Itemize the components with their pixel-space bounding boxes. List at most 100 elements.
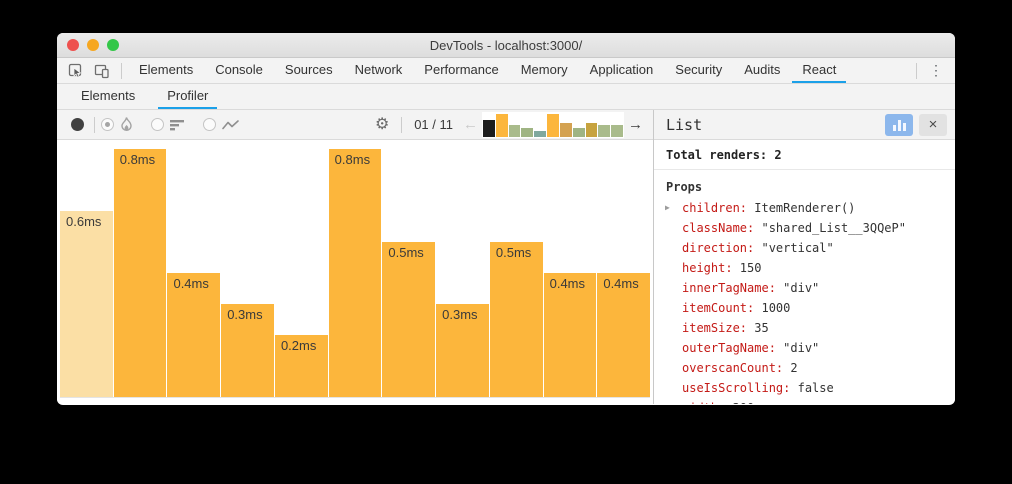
- inspect-element-icon[interactable]: [63, 58, 89, 83]
- prop-key: itemCount:: [682, 301, 755, 315]
- commit-bar-label: 0.3ms: [227, 307, 263, 322]
- mini-snapshot-bar-3[interactable]: [521, 127, 534, 137]
- prop-value: ItemRenderer(): [747, 201, 856, 215]
- tab-audits[interactable]: Audits: [744, 62, 781, 77]
- tab-security[interactable]: Security: [675, 62, 723, 77]
- mode-ranked[interactable]: [151, 118, 185, 131]
- mini-snapshot-bar-6[interactable]: [559, 122, 572, 137]
- commit-bar-7[interactable]: 0.3ms: [436, 304, 489, 397]
- tab-react[interactable]: React: [792, 58, 847, 83]
- prop-key: children:: [682, 201, 748, 215]
- prop-key: direction:: [682, 241, 755, 255]
- commit-bars: 0.6ms 0.8ms 0.4ms 0.3ms 0.2ms 0.8ms 0.5ms 0.3ms…: [60, 149, 651, 398]
- minimize-window-button[interactable]: [87, 39, 99, 51]
- mode-flamegraph[interactable]: [101, 117, 133, 132]
- commit-bar-3[interactable]: 0.3ms: [221, 304, 274, 397]
- tab-memory[interactable]: Memory: [520, 62, 568, 77]
- props-list: ▶ children: ItemRenderer() className: "sha…: [654, 198, 955, 404]
- commit-bar-label: 0.5ms: [388, 245, 424, 260]
- prop-key: overscanCount:: [682, 361, 784, 375]
- prop-key: itemSize:: [682, 321, 748, 335]
- settings-button[interactable]: ⚙: [369, 110, 395, 139]
- subtab-profiler[interactable]: Profiler: [158, 84, 218, 109]
- traffic-lights: [67, 39, 119, 51]
- component-panel-body: Total renders: 2 Props ▶ children: ItemRe…: [654, 140, 955, 404]
- close-window-button[interactable]: [67, 39, 79, 51]
- commit-bar-6[interactable]: 0.5ms: [382, 242, 436, 397]
- previous-snapshot-button[interactable]: ←: [463, 116, 478, 133]
- mini-snapshot-bar-10[interactable]: [611, 124, 623, 137]
- prop-row-children[interactable]: ▶ children: ItemRenderer(): [654, 198, 955, 218]
- commit-bar-4[interactable]: 0.2ms: [274, 335, 328, 397]
- prop-value: "div": [775, 341, 820, 355]
- commit-bar-5[interactable]: 0.8ms: [328, 149, 382, 397]
- mode-interactions[interactable]: [203, 118, 239, 131]
- tab-sources[interactable]: Sources: [284, 62, 333, 77]
- close-icon: ×: [928, 116, 938, 133]
- mini-snapshot-bar-8[interactable]: [585, 122, 598, 137]
- tabbar-divider: [121, 62, 122, 79]
- react-subtabbar: Elements Profiler: [57, 84, 955, 110]
- subtab-elements[interactable]: Elements: [81, 88, 136, 103]
- commit-bar-label: 0.2ms: [280, 338, 317, 353]
- tab-application[interactable]: Application: [589, 62, 654, 77]
- prop-value: false: [790, 381, 834, 395]
- interactions-radio[interactable]: [203, 118, 216, 131]
- mini-snapshot-bar-5[interactable]: [547, 113, 559, 137]
- view-component-chart-button[interactable]: [885, 113, 913, 136]
- commit-bar-label: 0.4ms: [549, 276, 586, 291]
- commit-bar-label: 0.8ms: [119, 152, 156, 167]
- ranked-radio[interactable]: [151, 118, 164, 131]
- mini-snapshot-bar-2[interactable]: [508, 124, 521, 137]
- commit-bar-2[interactable]: 0.4ms: [167, 273, 221, 397]
- commit-bar-9[interactable]: 0.4ms: [543, 273, 597, 397]
- devtools-window: DevTools - localhost:3000/ Elements Conso…: [57, 33, 955, 405]
- devtools-tabbar: Elements Console Sources Network Performance…: [57, 58, 955, 84]
- zoom-window-button[interactable]: [107, 39, 119, 51]
- mini-snapshot-bar-1[interactable]: [495, 113, 508, 137]
- commit-bar-label: 0.4ms: [603, 276, 639, 291]
- commit-bar-label: 0.4ms: [173, 276, 209, 291]
- more-options-button[interactable]: ⋮: [923, 58, 949, 83]
- flamegraph-radio[interactable]: [101, 118, 114, 131]
- commit-bar-10[interactable]: 0.4ms: [597, 273, 651, 397]
- prop-row-height: height: 150: [654, 258, 955, 278]
- gear-icon: ⚙: [375, 115, 390, 133]
- prop-value: 1000: [754, 301, 791, 315]
- prop-row-itemSize: itemSize: 35: [654, 318, 955, 338]
- component-panel: List × Total renders: 2 Props ▶ children:…: [654, 110, 955, 404]
- commit-flamegraph: 0.6ms 0.8ms 0.4ms 0.3ms 0.2ms 0.8ms 0.5ms 0.3ms…: [57, 140, 653, 404]
- record-button[interactable]: [71, 118, 84, 131]
- tab-elements[interactable]: Elements: [139, 62, 194, 77]
- commit-bar-1[interactable]: 0.8ms: [113, 149, 167, 397]
- commit-bar-0[interactable]: 0.6ms: [60, 211, 113, 397]
- prop-row-innerTagName: innerTagName: "div": [654, 278, 955, 298]
- prop-row-width: width: 300: [654, 398, 955, 404]
- prop-key: width:: [682, 401, 725, 404]
- prop-key: className:: [682, 221, 755, 235]
- prop-value: "vertical": [754, 241, 834, 255]
- prop-key: height:: [682, 261, 733, 275]
- window-title: DevTools - localhost:3000/: [429, 37, 583, 53]
- mini-snapshot-bar-4[interactable]: [534, 130, 547, 137]
- expand-triangle-icon[interactable]: ▶: [665, 203, 670, 212]
- tab-network[interactable]: Network: [354, 62, 403, 77]
- mini-snapshot-bar-9[interactable]: [598, 124, 611, 137]
- tab-performance[interactable]: Performance: [424, 62, 499, 77]
- commit-bar-8[interactable]: 0.5ms: [489, 242, 543, 397]
- mini-snapshot-bar-7[interactable]: [572, 127, 585, 137]
- snapshot-minichart[interactable]: [482, 111, 624, 138]
- profiler-pane: ⚙ 01 / 11 ← → 0.6ms 0.8ms 0.4ms 0.3ms 0.2ms 0…: [57, 110, 654, 404]
- next-snapshot-button[interactable]: →: [628, 116, 643, 133]
- main-tabs: Elements Console Sources Network Performance…: [128, 58, 847, 83]
- snapshot-counter: 01 / 11: [414, 117, 453, 132]
- close-panel-button[interactable]: ×: [919, 113, 947, 136]
- tab-console[interactable]: Console: [215, 62, 263, 77]
- mini-snapshot-bar-0[interactable]: [483, 119, 495, 137]
- tabbar-divider-right: [916, 62, 917, 79]
- prop-row-overscanCount: overscanCount: 2: [654, 358, 955, 378]
- prop-row-className: className: "shared_List__3QQeP": [654, 218, 955, 238]
- prop-value: 300: [725, 401, 755, 404]
- props-heading: Props: [666, 180, 703, 194]
- device-toolbar-icon[interactable]: [89, 58, 115, 83]
